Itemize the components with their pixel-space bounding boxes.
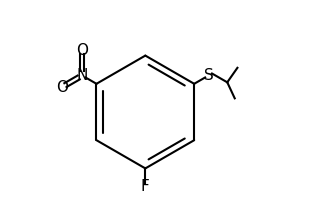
- Text: S: S: [204, 68, 214, 83]
- Text: F: F: [141, 179, 150, 194]
- Text: N: N: [77, 68, 88, 83]
- Text: O: O: [56, 80, 68, 95]
- Text: O: O: [76, 43, 88, 58]
